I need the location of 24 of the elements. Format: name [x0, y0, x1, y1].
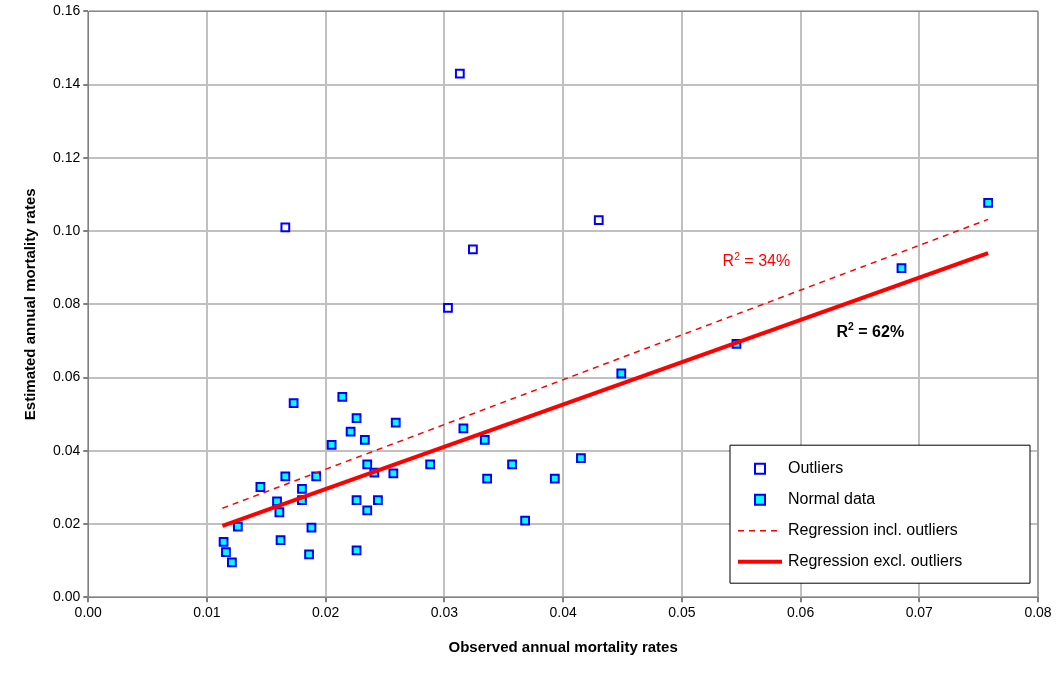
- x-tick-label: 0.00: [74, 604, 103, 621]
- legend-label: Regression excl. outliers: [788, 552, 963, 570]
- x-tick-label: 0.08: [1024, 604, 1052, 621]
- y-tick-label: 0.14: [53, 75, 81, 92]
- y-tick-label: 0.16: [53, 2, 81, 19]
- y-tick-label: 0.00: [53, 588, 81, 605]
- legend-label: Normal data: [788, 490, 876, 508]
- y-tick-label: 0.08: [53, 295, 81, 312]
- x-tick-label: 0.03: [430, 604, 459, 621]
- x-tick-label: 0.07: [905, 604, 934, 621]
- y-axis-title: Estimated annual mortality rates: [21, 188, 39, 421]
- legend-label: Regression incl. outliers: [788, 521, 958, 539]
- x-tick-label: 0.01: [193, 604, 221, 621]
- y-tick-label: 0.12: [53, 148, 81, 165]
- legend-label: Outliers: [788, 459, 844, 477]
- x-axis-title: Observed annual mortality rates: [448, 638, 678, 656]
- x-tick-label: 0.06: [786, 604, 815, 621]
- y-tick-label: 0.06: [53, 368, 81, 385]
- y-tick-label: 0.10: [53, 221, 81, 238]
- y-tick-label: 0.04: [53, 441, 81, 458]
- x-tick-label: 0.02: [312, 604, 340, 621]
- x-tick-label: 0.04: [549, 604, 577, 621]
- y-tick-label: 0.02: [53, 514, 81, 531]
- x-tick-label: 0.05: [668, 604, 696, 621]
